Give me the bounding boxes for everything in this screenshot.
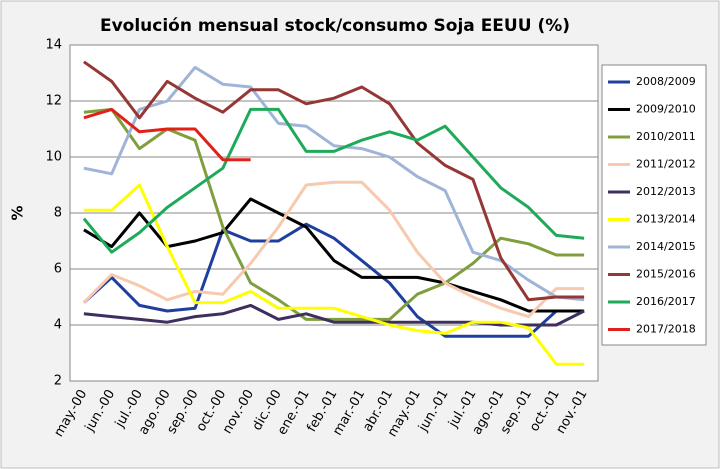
chart-title: Evolución mensual stock/consumo Soja EEU…	[100, 16, 570, 36]
y-axis-label: %	[9, 205, 27, 220]
y-tick-label: 12	[45, 94, 62, 109]
series-line	[83, 183, 585, 366]
series-line	[83, 107, 251, 162]
legend-label: 2012/2013	[636, 185, 696, 198]
y-tick-label: 10	[45, 150, 62, 165]
y-tick-label: 8	[54, 206, 62, 221]
y-tick-label: 4	[54, 318, 62, 333]
series-line	[83, 303, 585, 327]
series-line	[83, 65, 585, 302]
legend-label: 2016/2017	[636, 295, 696, 308]
legend-label: 2011/2012	[636, 158, 696, 171]
legend-label: 2017/2018	[636, 323, 696, 336]
series-line	[82, 107, 585, 254]
y-tick-label: 14	[45, 38, 62, 53]
series-line	[83, 60, 585, 302]
legend-label: 2010/2011	[636, 130, 696, 143]
legend-label: 2014/2015	[636, 240, 696, 253]
legend-label: 2008/2009	[636, 75, 696, 88]
legend-label: 2013/2014	[636, 213, 696, 226]
legend-box	[601, 64, 707, 346]
legend-label: 2015/2016	[636, 268, 696, 281]
y-tick-label: 2	[54, 374, 62, 389]
series-line	[82, 180, 585, 319]
legend-label: 2009/2010	[636, 103, 696, 116]
y-tick-label: 6	[54, 262, 62, 277]
series-line	[82, 222, 585, 338]
